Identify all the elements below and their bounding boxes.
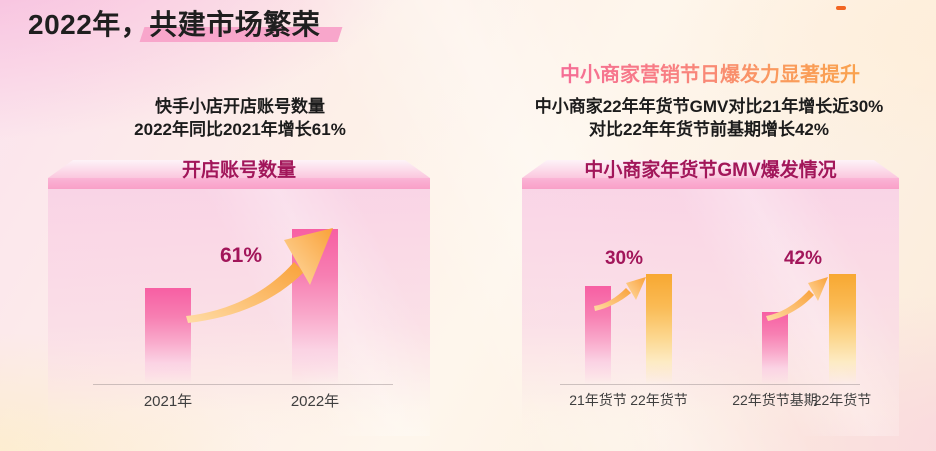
right-card-title: 中小商家年货节GMV爆发情况 (584, 160, 837, 181)
bar-2021年 (145, 288, 191, 384)
growth-arrow-icon (766, 277, 828, 321)
brand-mark-icon (836, 6, 846, 10)
left-card-lid (48, 160, 430, 178)
bar-22年货节 (829, 274, 856, 384)
axis-label: 2021年 (143, 393, 193, 410)
right-headline: 中小商家营销节日爆发力显著提升 (524, 63, 896, 88)
growth-arrow-icon (186, 228, 333, 323)
right-subtitle-line2: 对比22年年货节前基期增长42% (589, 120, 829, 139)
left-subtitle-line1: 快手小店开店账号数量 (155, 97, 325, 116)
left-card-body (48, 189, 430, 436)
bar-22年货节 (646, 274, 672, 384)
left-subtitle-line2: 2022年同比2021年增长61% (134, 120, 346, 139)
axis-baseline (93, 384, 393, 385)
axis-label: 21年货节 (569, 392, 627, 408)
axis-label: 22年货节 (630, 392, 688, 408)
axis-label: 22年货节基期 (732, 392, 818, 408)
left-card-title: 开店账号数量 (181, 160, 296, 181)
axis-baseline (560, 384, 860, 385)
bar-22年货节基期 (762, 312, 788, 384)
growth-pct-label: 61% (219, 244, 263, 267)
right-card-band (522, 178, 899, 189)
growth-pct-label: 30% (604, 248, 644, 269)
axis-label: 2022年 (290, 393, 340, 410)
right-intro: 中小商家22年年货节GMV对比21年增长近30% 对比22年年货节前基期增长42… (509, 95, 909, 141)
left-card-band (48, 178, 430, 189)
left-intro: 快手小店开店账号数量 2022年同比2021年增长61% (60, 95, 420, 141)
right-subtitle-line1: 中小商家22年年货节GMV对比21年增长近30% (534, 97, 884, 116)
axis-label: 22年货节 (813, 392, 872, 408)
growth-arrow-icon (594, 277, 646, 311)
page-title: 2022年，共建市场繁荣 (28, 9, 321, 40)
growth-pct-label: 42% (783, 248, 823, 269)
right-card-lid (522, 160, 899, 178)
